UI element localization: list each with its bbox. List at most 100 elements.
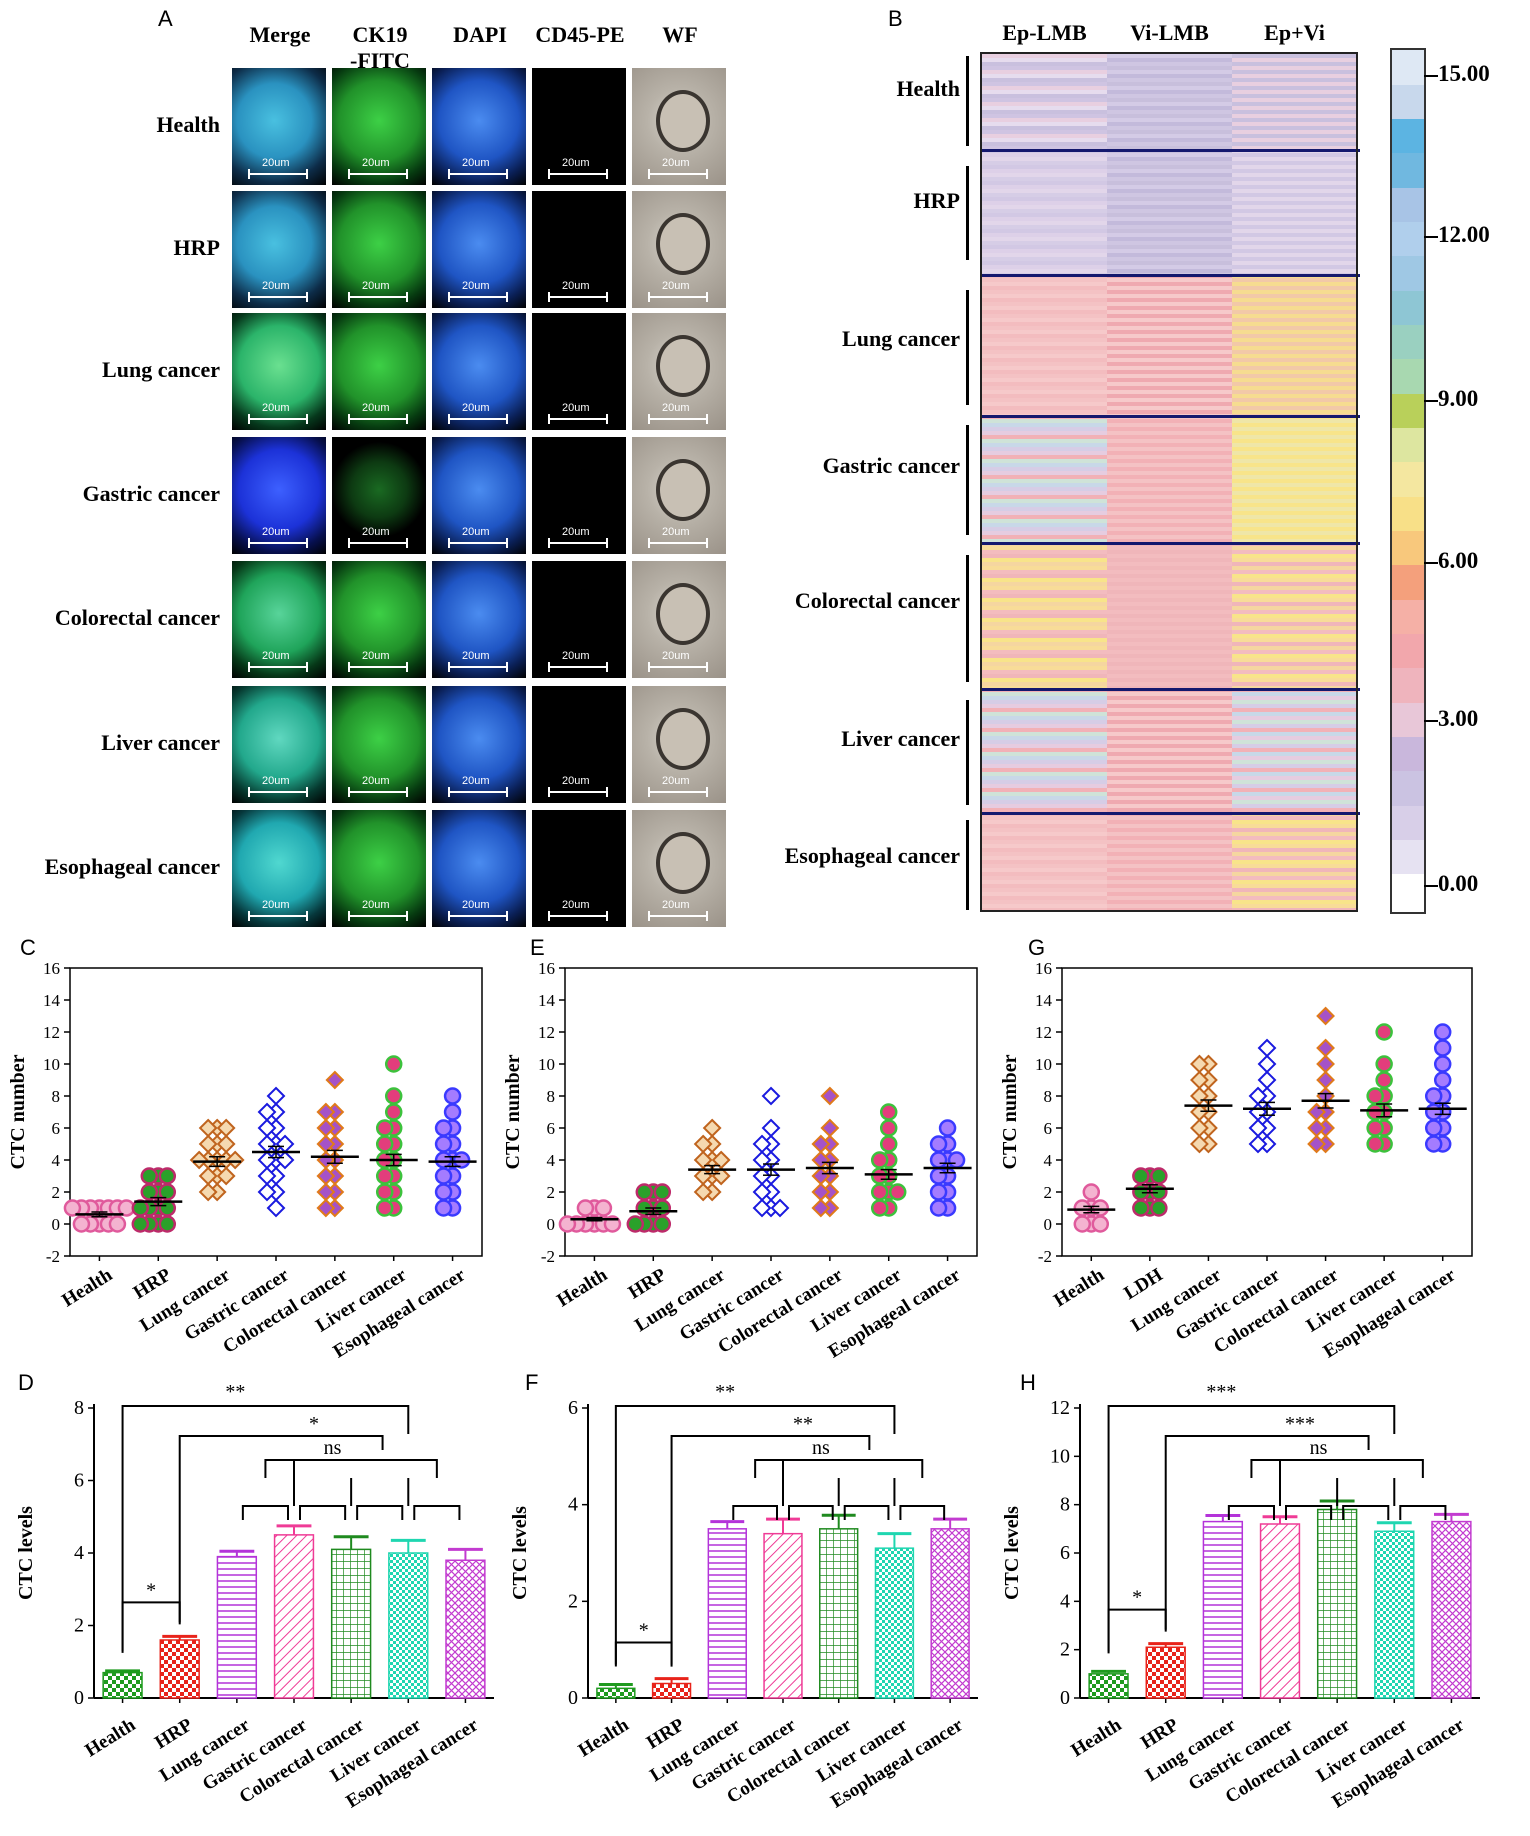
heatmap-cell [1232,618,1357,622]
heatmap-cell [982,515,1107,519]
colorbar-segment [1392,873,1424,909]
scale-bar-label: 20um [662,280,690,292]
heatmap-cell [1232,374,1357,378]
y-tick-label-1: 10 [1050,1445,1070,1467]
data-point [316,1134,336,1154]
heatmap-cell [1232,546,1357,550]
heatmap-cell [1107,558,1232,562]
heatmap-cell [982,374,1107,378]
heatmap-cell [1232,515,1357,519]
heatmap-cell [1232,550,1357,554]
bar-6 [1431,1520,1472,1699]
heatmap-cell [982,330,1107,334]
heatmap-cell [1232,74,1357,78]
heatmap-cell [1232,558,1357,562]
heatmap-row-label-5: Liver cancer [841,726,960,751]
y-tick-label-1: 6 [74,1470,84,1492]
heatmap-cell [982,503,1107,507]
heatmap-cell [1232,495,1357,499]
heatmap-cell [982,712,1107,716]
colorbar-segment [1392,667,1424,703]
heatmap-cell [1107,876,1232,880]
data-point [761,1086,781,1106]
heatmap-cell [1232,519,1357,523]
heatmap-cell [1232,491,1357,495]
heatmap-row-bracket-5 [966,700,969,805]
heatmap-cell [982,265,1107,269]
heatmap-cell [1107,94,1232,98]
heatmap-cell [1107,892,1232,896]
y-tick-label-8: 0 [1044,1215,1053,1234]
heatmap-cell [982,634,1107,638]
x-tick-label-0: Health [575,1714,633,1761]
heatmap-cell [982,94,1107,98]
heatmap-cell [1107,102,1232,106]
heatmap-cell [1107,298,1232,302]
data-point [870,1167,889,1185]
row-label-0: Health [156,112,220,137]
data-point [1424,1119,1443,1137]
colorbar-tick-mark [1424,400,1438,402]
colorbar-tick-mark [1424,720,1438,722]
heatmap-cell [982,752,1107,756]
heatmap-cell [1107,712,1232,716]
colorbar-segment [1392,633,1424,669]
colorbar-tick-label-5: 0.00 [1438,871,1479,896]
heatmap-cell [1232,768,1357,772]
heatmap-cell [1232,382,1357,386]
heatmap-cell [1107,322,1232,326]
heatmap-cell [982,844,1107,848]
scale-bar [448,662,508,672]
heatmap-cell [1107,475,1232,479]
data-point [158,1167,177,1185]
group-divider-0 [980,149,1360,152]
data-point [1150,1199,1168,1217]
scale-bar-label: 20um [262,402,290,414]
heatmap-cell [1107,674,1232,678]
scale-bar-label: 20um [362,402,390,414]
heatmap-cell [1107,406,1232,410]
heatmap-cell [1107,884,1232,888]
sig-bracket-ns-3 [413,1505,461,1520]
data-point [1424,1135,1443,1153]
sig-bracket-ns-3 [1399,1505,1447,1520]
heatmap-cell [1232,856,1357,860]
heatmap-cell [1232,872,1357,876]
scale-bar [648,169,708,179]
heatmap-cell [1232,402,1357,406]
heatmap-cell [1232,185,1357,189]
heatmap-cell [1232,354,1357,358]
bar-1 [1145,1646,1186,1699]
heatmap-cell [1232,864,1357,868]
bar-0 [596,1687,636,1699]
heatmap-cell [1232,197,1357,201]
heatmap-cell [1107,439,1232,443]
colorbar-segment [1392,496,1424,531]
sig-label-outer: ** [715,1381,735,1403]
heatmap-cell [982,269,1107,273]
heatmap-cell [1107,523,1232,527]
sig-bracket-outer [1107,1405,1396,1654]
heatmap-cell [982,598,1107,602]
heatmap-cell [1232,634,1357,638]
heatmap-cell [1107,872,1232,876]
data-point [870,1151,889,1169]
heatmap-cell [1232,330,1357,334]
heatmap-cell [1107,554,1232,558]
heatmap-cell [982,876,1107,880]
data-point [189,1150,209,1170]
heatmap-cell [1232,606,1357,610]
heatmap-cell [982,471,1107,475]
data-point [434,1183,453,1201]
heatmap-cell [982,888,1107,892]
heatmap-cell [1107,310,1232,314]
data-point [752,1134,772,1154]
data-point [266,1198,286,1218]
heatmap-cell [982,630,1107,634]
sig-label-second: ** [793,1413,813,1435]
scale-bar-label: 20um [562,280,590,292]
heatmap-cell [1107,728,1232,732]
data-point [140,1167,159,1185]
heatmap-cell [1232,169,1357,173]
heatmap-cell [1107,370,1232,374]
